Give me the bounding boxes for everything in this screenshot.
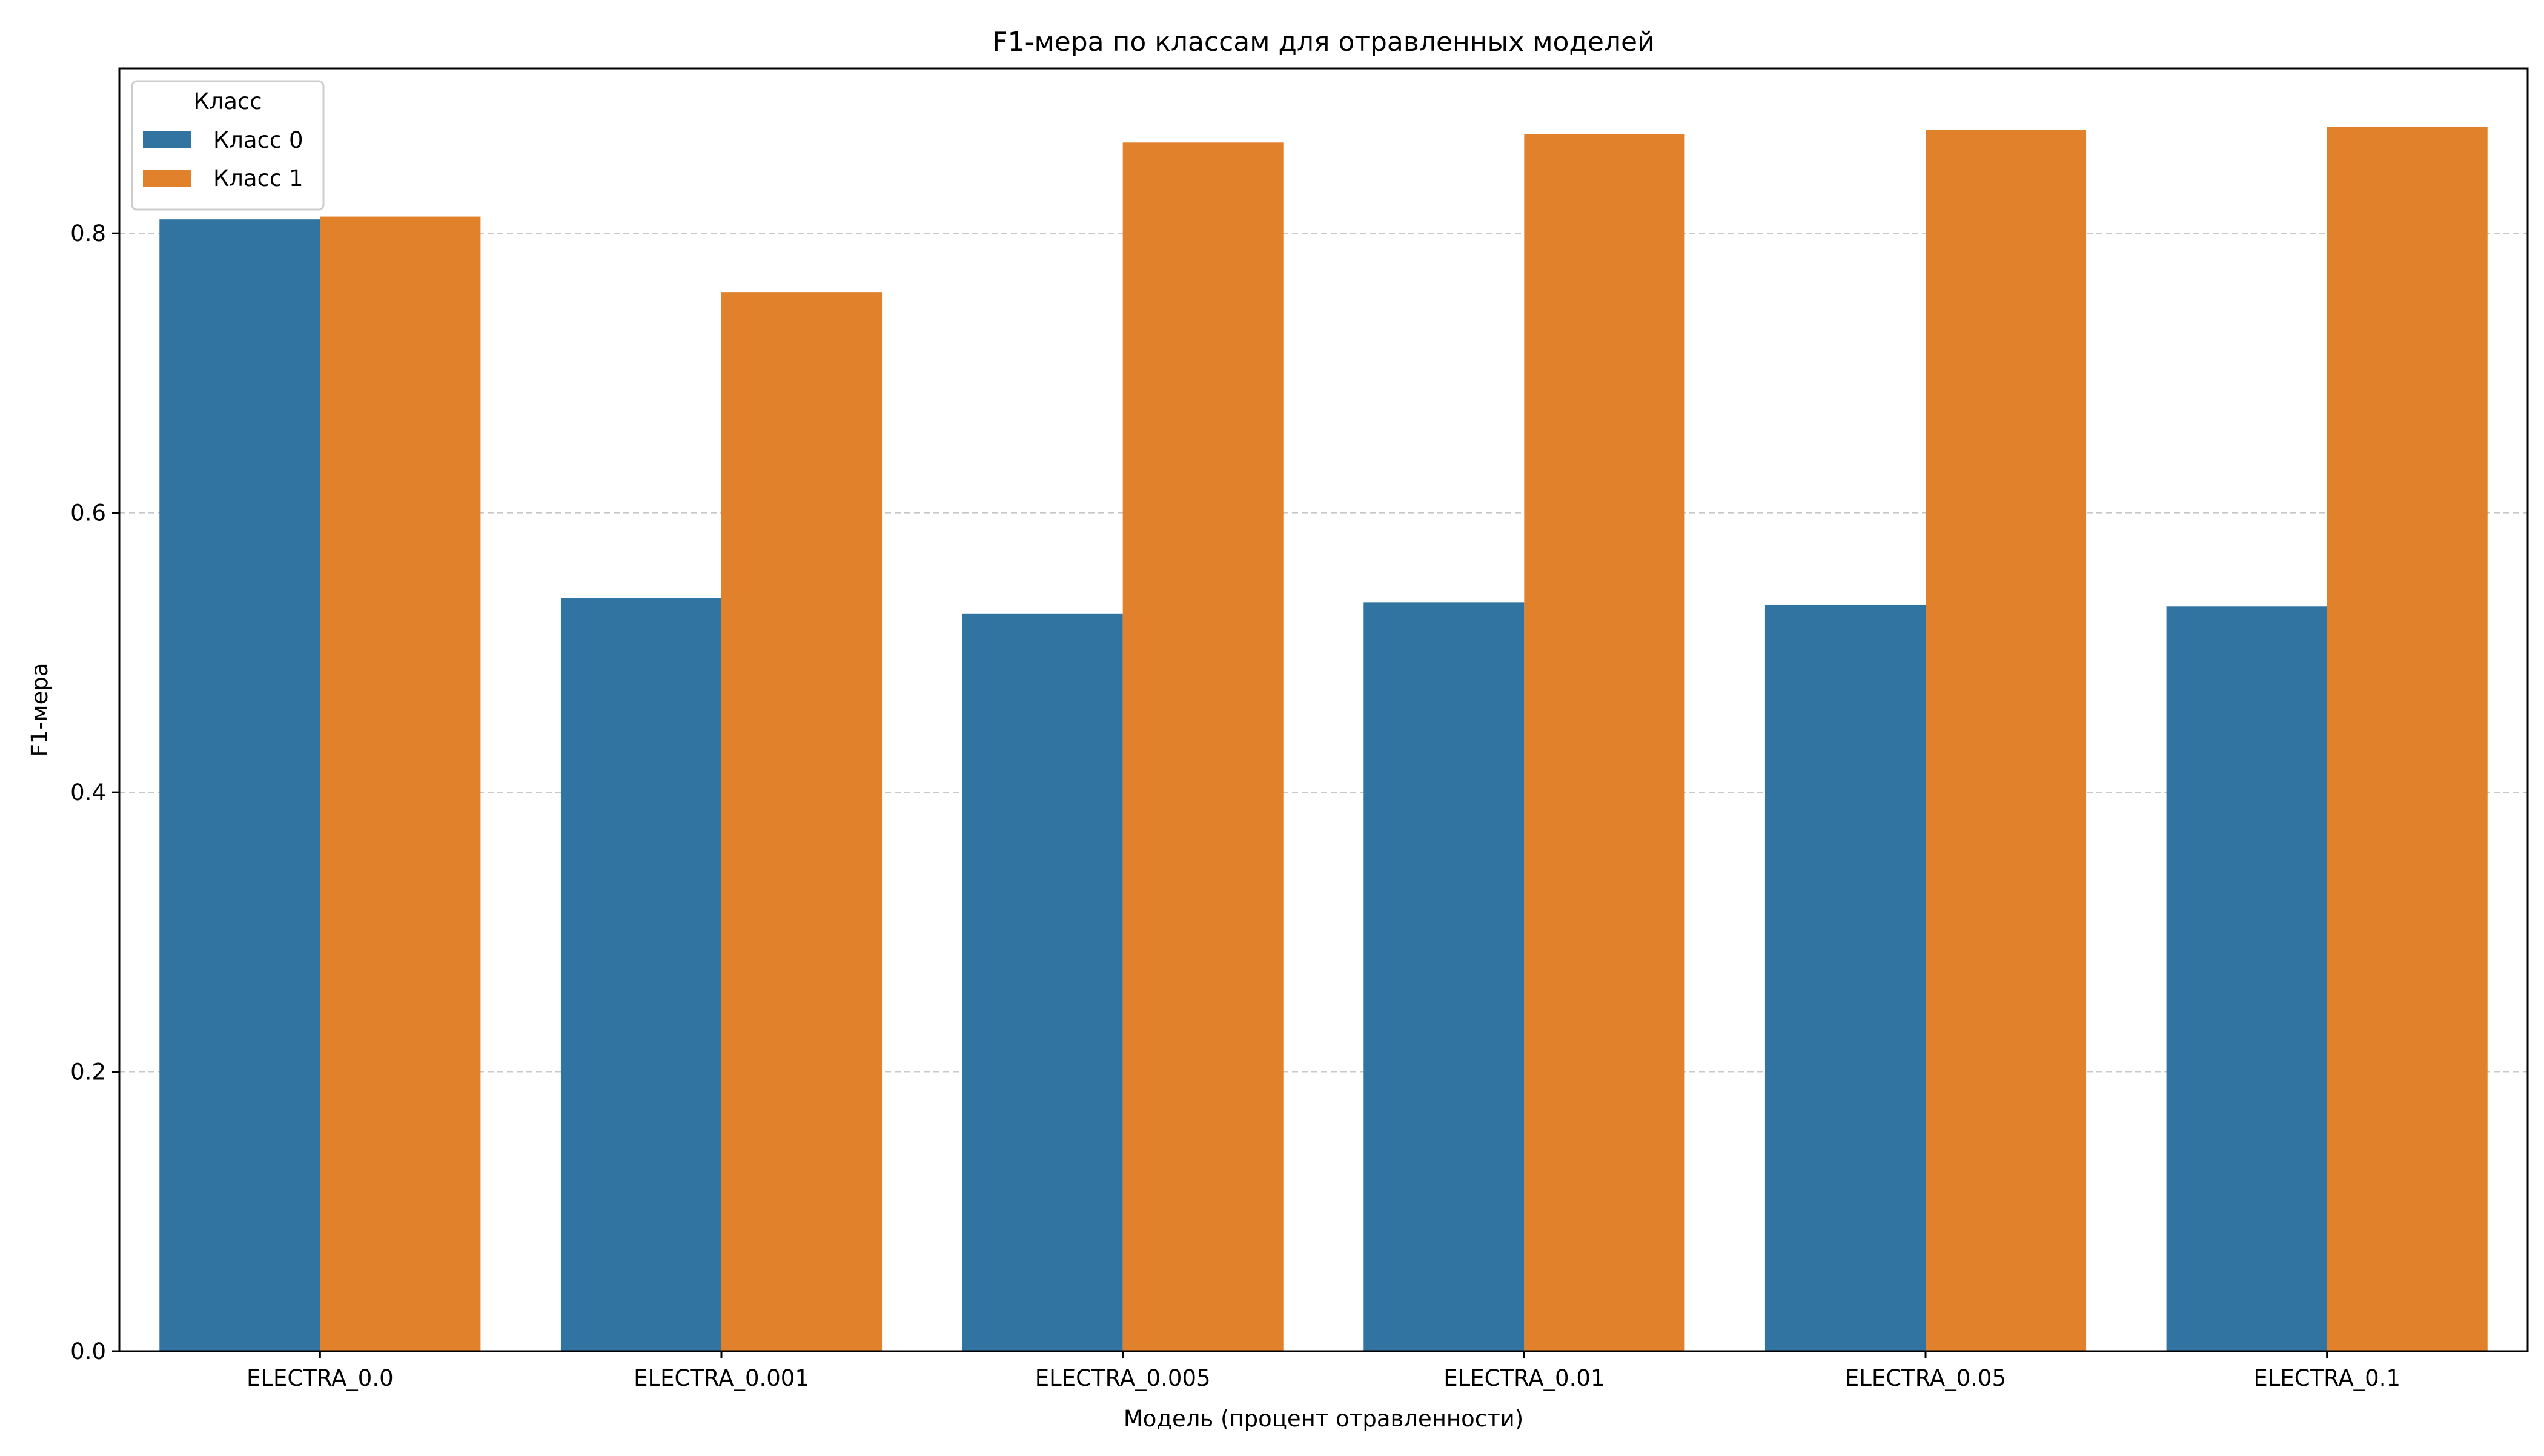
bar-class-1: [320, 216, 481, 1351]
legend-swatch-class-0: [143, 131, 191, 148]
bar-class-1: [1926, 130, 2087, 1351]
bar-class-0: [2166, 606, 2327, 1351]
x-tick-label: ELECTRA_0.005: [1035, 1365, 1211, 1391]
bar-class-0: [560, 598, 721, 1352]
legend-label-class-1: Класс 1: [213, 165, 303, 191]
legend-label-class-0: Класс 0: [213, 127, 303, 153]
y-axis: 0.0 0.2 0.4 0.6 0.8: [70, 220, 119, 1365]
x-tick-label: ELECTRA_0.001: [634, 1365, 809, 1391]
x-tick-label: ELECTRA_0.01: [1443, 1365, 1605, 1391]
legend-title: Класс: [193, 88, 262, 114]
y-tick-label: 0.0: [70, 1339, 106, 1365]
bar-class-0: [962, 613, 1123, 1351]
y-tick-label: 0.6: [70, 500, 106, 526]
x-tick-label: ELECTRA_0.05: [1845, 1365, 2006, 1391]
bar-class-0: [159, 219, 320, 1351]
bars: [159, 127, 2488, 1352]
y-tick-label: 0.8: [70, 220, 106, 247]
bar-class-1: [2327, 127, 2488, 1351]
x-tick-label: ELECTRA_0.1: [2253, 1365, 2400, 1391]
legend-swatch-class-1: [143, 170, 191, 187]
plot-frame: [118, 67, 2529, 1352]
y-axis-label: F1-мера: [27, 663, 53, 756]
y-tick-label: 0.2: [70, 1059, 106, 1085]
bar-class-1: [721, 292, 883, 1351]
bar-class-1: [1524, 134, 1685, 1352]
bar-class-0: [1363, 602, 1525, 1351]
x-axis: ELECTRA_0.0 ELECTRA_0.001 ELECTRA_0.005 ELE…: [247, 1351, 2400, 1391]
y-tick-label: 0.4: [70, 779, 106, 806]
legend: Класс Класс 0 Класс 1: [131, 80, 325, 211]
x-tick-label: ELECTRA_0.0: [247, 1365, 394, 1391]
bar-class-0: [1764, 604, 1926, 1352]
chart-title: F1-мера по классам для отравленных модел…: [992, 27, 1654, 58]
x-axis-label: Модель (процент отравленности): [1124, 1406, 1523, 1432]
bar-class-1: [1122, 142, 1284, 1352]
